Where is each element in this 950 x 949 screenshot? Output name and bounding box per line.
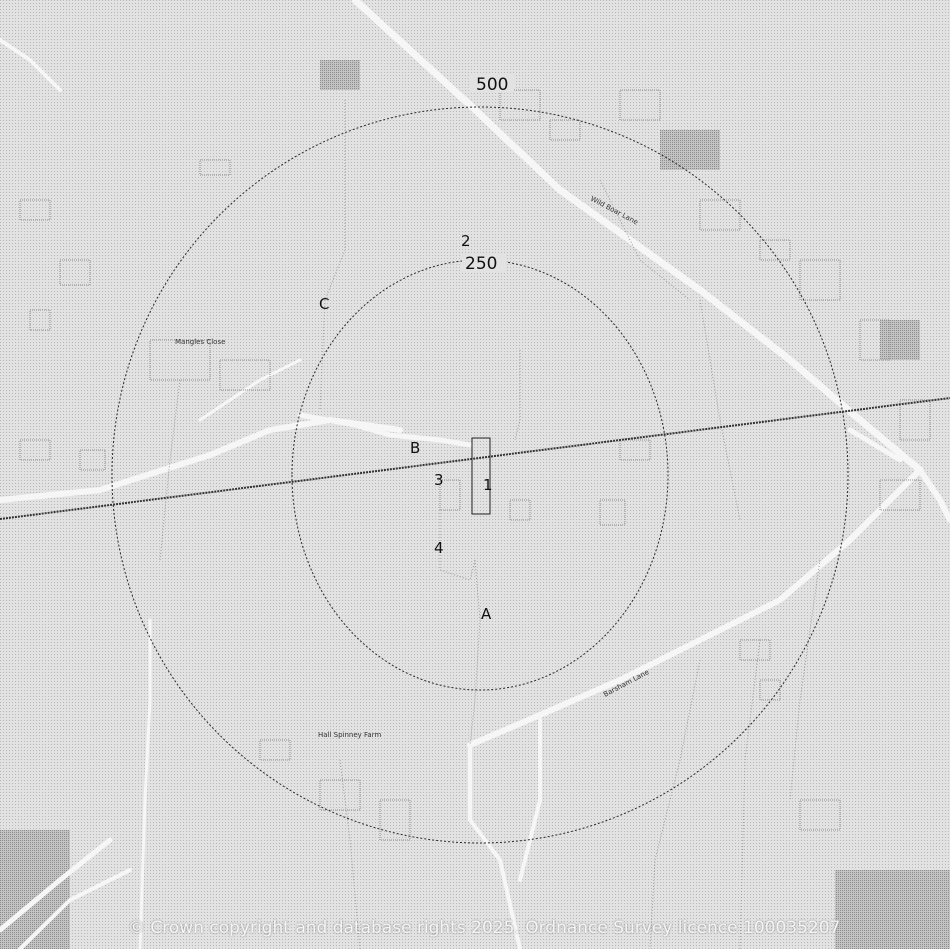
road-south xyxy=(468,743,522,949)
road-south-branch xyxy=(518,718,542,882)
place-label-south: Hall Spinney Farm xyxy=(318,731,381,739)
point-label-a: A xyxy=(481,605,492,623)
point-label-2: 2 xyxy=(461,232,471,250)
road-east-edge xyxy=(917,467,950,523)
buffer-ring-250 xyxy=(291,259,669,691)
road-sw-2 xyxy=(18,868,132,949)
point-label-c: C xyxy=(319,295,329,313)
field-boundaries xyxy=(159,100,821,949)
buffer-ring-500 xyxy=(111,106,849,844)
road-centre xyxy=(297,412,473,448)
ring-label-250: 250 xyxy=(465,254,497,274)
point-label-3: 3 xyxy=(434,471,444,489)
road-south-east xyxy=(467,467,923,748)
road-nw xyxy=(0,38,62,92)
point-label-b: B xyxy=(410,439,420,457)
buildings xyxy=(19,89,931,841)
transect-line xyxy=(0,397,950,520)
road-east-junction xyxy=(847,427,903,463)
woodland-patches xyxy=(0,60,950,949)
road-north-diagonal xyxy=(351,0,924,474)
place-label-west: Mangles Close xyxy=(175,338,225,346)
road-west-vertical xyxy=(138,618,152,949)
point-label-1: 1 xyxy=(483,476,493,494)
road-sw-1 xyxy=(0,837,113,933)
copyright-notice: © Crown copyright and database rights 20… xyxy=(128,918,841,938)
site-boundary[interactable] xyxy=(471,437,491,515)
point-label-4: 4 xyxy=(434,539,444,557)
ring-label-500: 500 xyxy=(476,75,508,95)
